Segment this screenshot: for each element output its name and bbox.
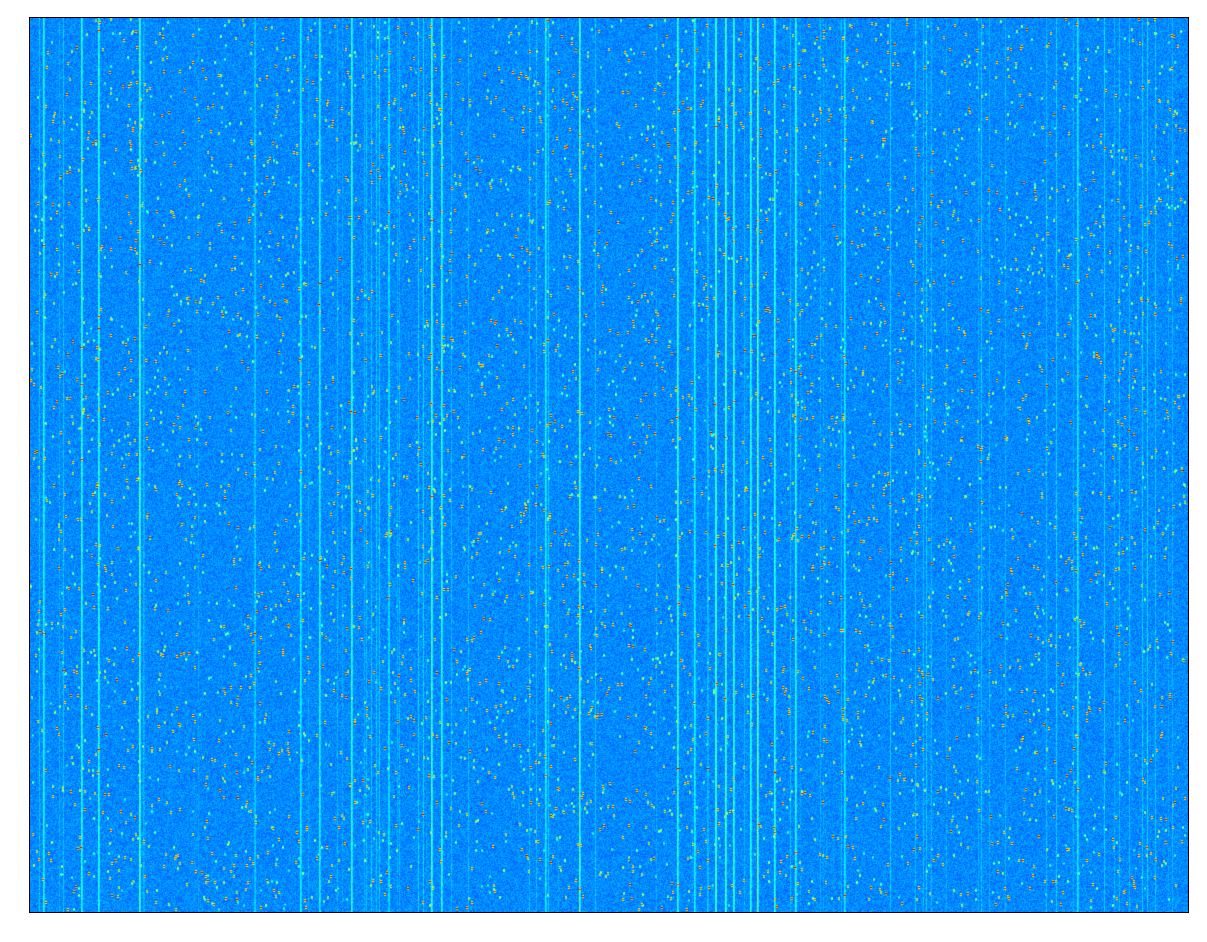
detector-heatmap-image	[30, 18, 1188, 912]
image-frame	[29, 17, 1189, 913]
